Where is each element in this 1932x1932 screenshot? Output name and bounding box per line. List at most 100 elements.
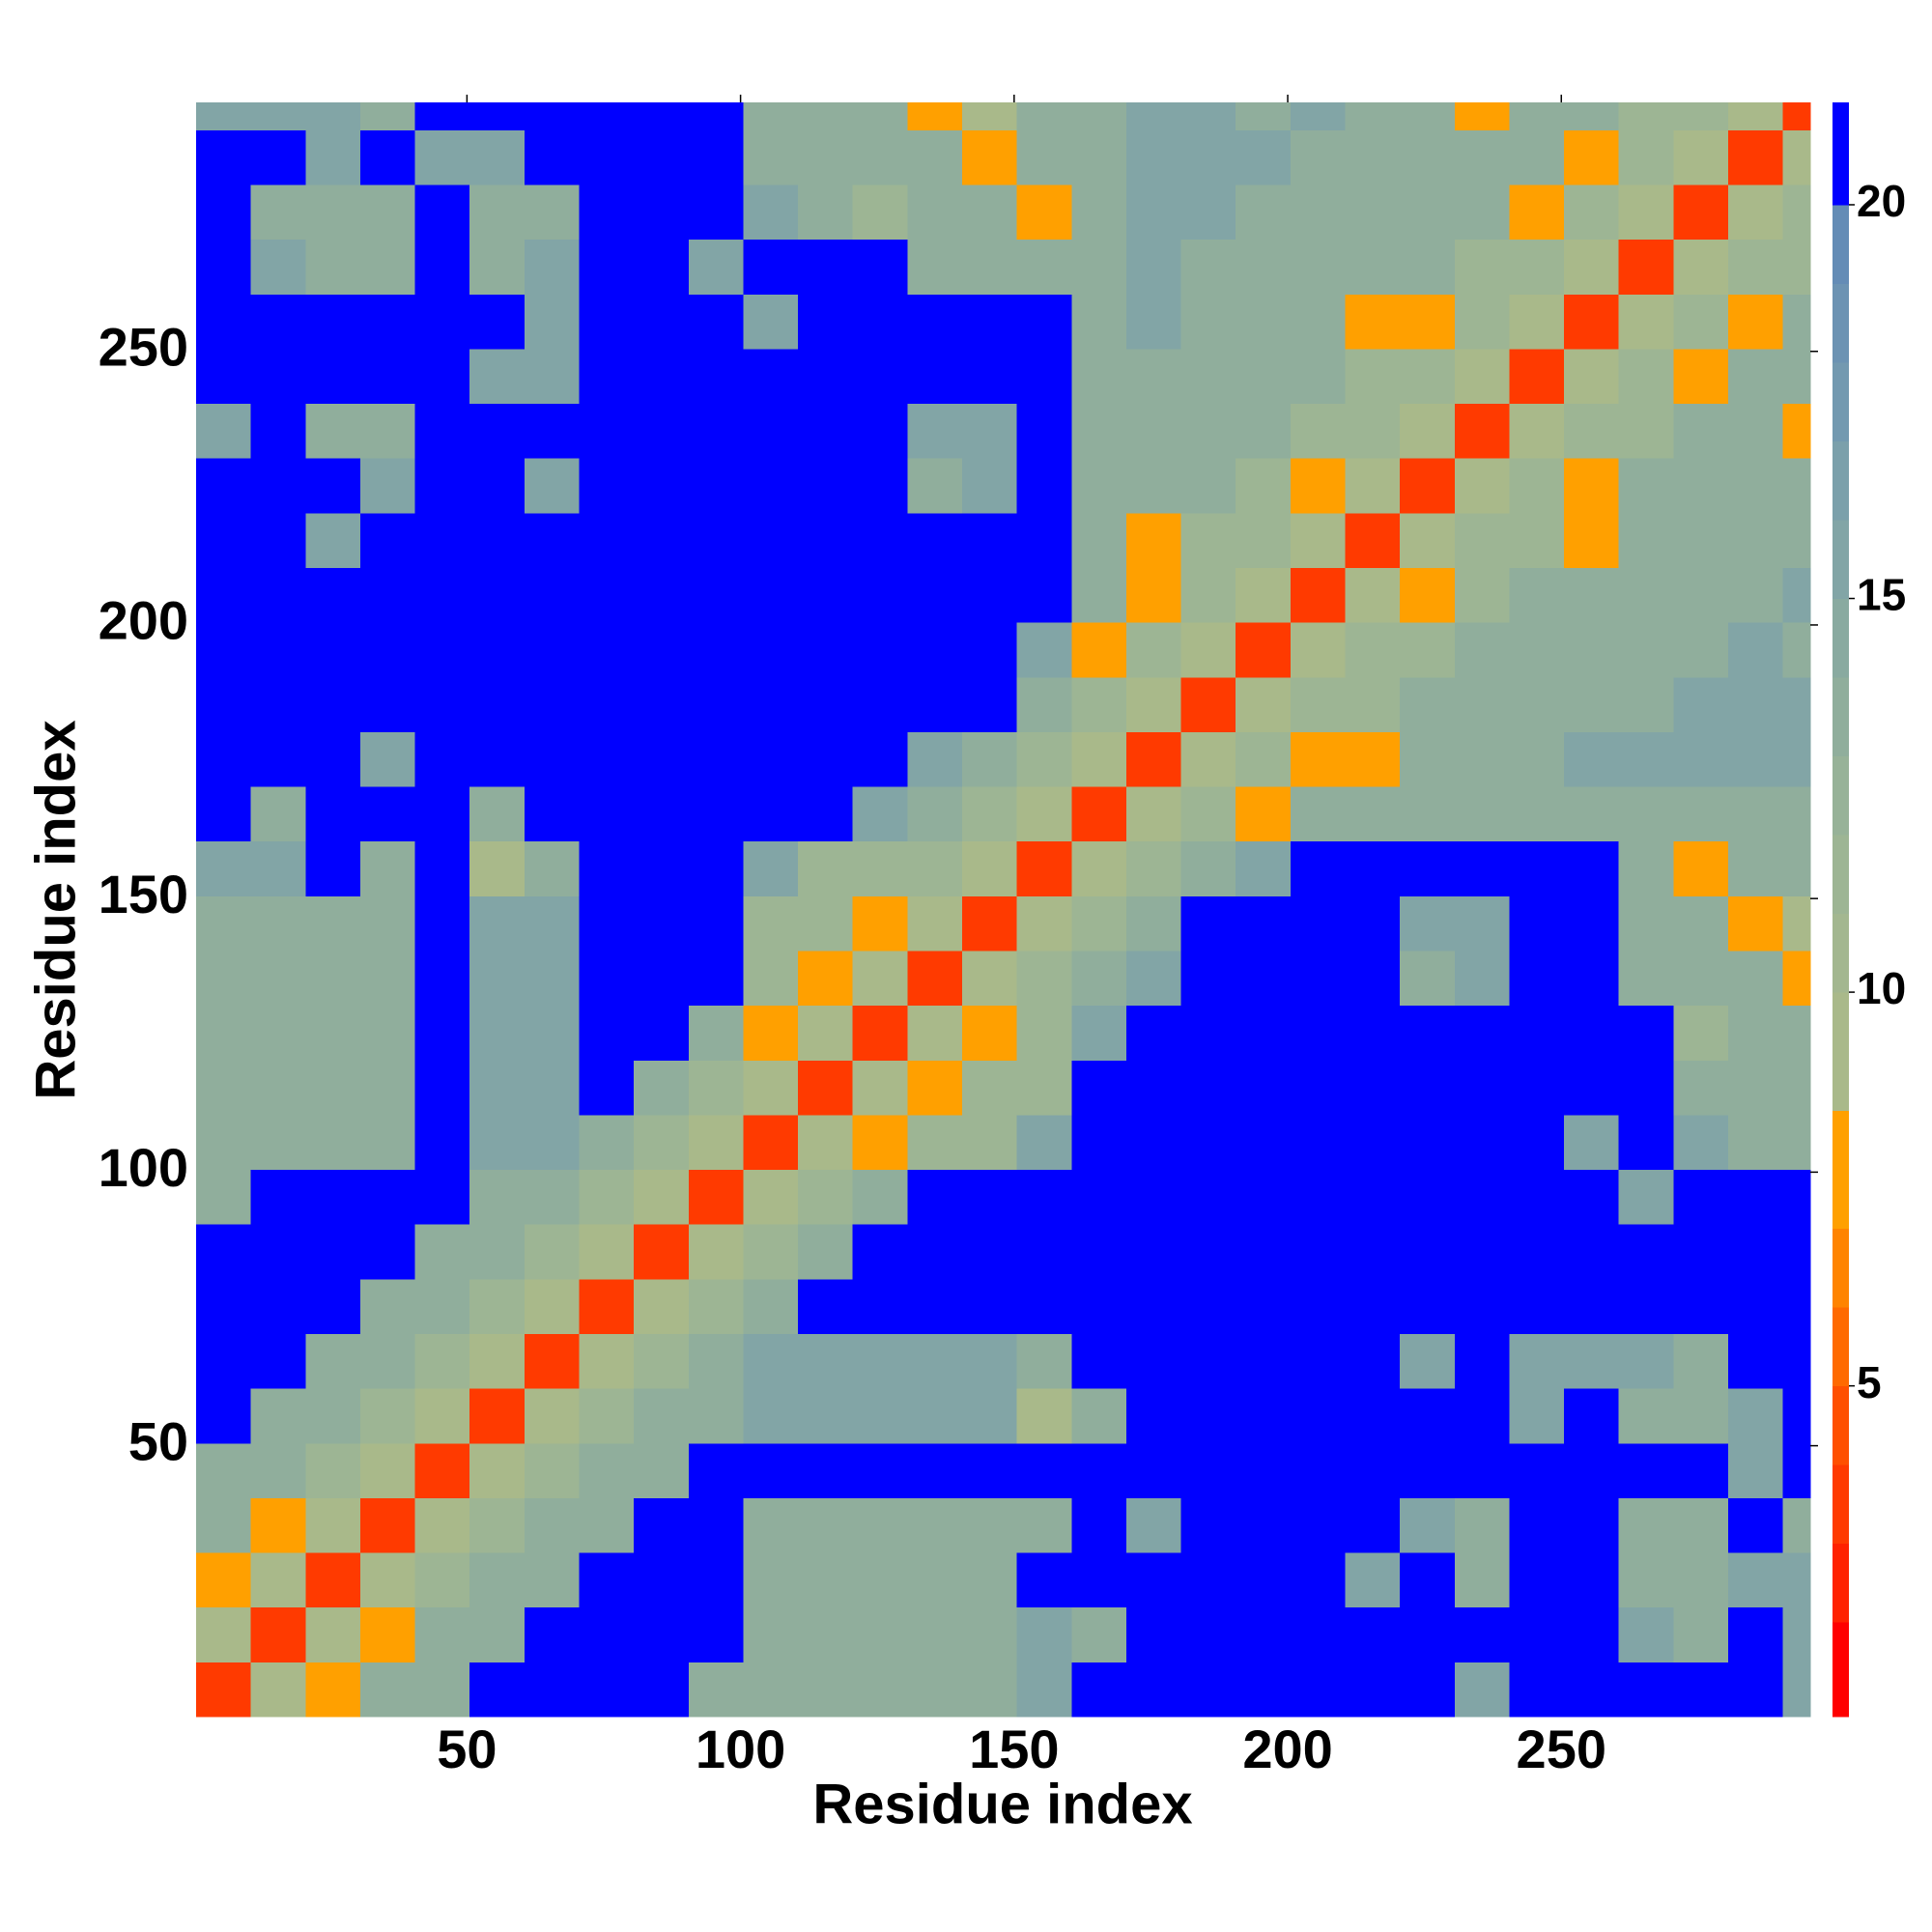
cell [1071,1497,1127,1553]
cell [1509,1278,1565,1334]
cell [798,1606,854,1662]
cell [524,512,581,568]
cell [1564,1442,1620,1498]
cell [1345,1333,1401,1389]
cell [634,512,690,568]
cell [1400,895,1456,952]
cell [1400,403,1456,459]
cell [1728,567,1784,623]
cell [798,1442,854,1498]
cell [634,1442,690,1498]
cell [852,1388,908,1444]
cell [1509,1606,1565,1662]
cell [250,622,306,678]
cell [907,786,963,842]
cell [579,731,635,787]
cell [1125,1224,1182,1280]
cell [524,950,581,1007]
cell [907,622,963,678]
cell [688,731,744,787]
cell [1618,294,1674,350]
cell [250,1606,306,1662]
cell [196,1224,252,1280]
cell [1236,676,1292,732]
cell [1782,184,1811,241]
cell [579,840,635,896]
cell [1618,184,1674,241]
cell [359,129,416,185]
cell [1016,1442,1072,1498]
cell [1782,102,1811,130]
cell [250,348,306,405]
cell [1236,294,1292,350]
cell [1016,1278,1072,1334]
cell [962,129,1018,185]
cell [1071,895,1127,952]
cell [1673,294,1729,350]
cell [743,1114,799,1171]
cell [1618,731,1674,787]
cell [1400,1169,1456,1225]
cell [1509,102,1565,130]
x-tick-label: 200 [1242,1719,1332,1779]
cell [359,676,416,732]
cell [250,1442,306,1498]
cell [1673,840,1729,896]
cell [962,294,1018,350]
cell [1236,1333,1292,1389]
cell [1071,458,1127,514]
cell [1454,1333,1510,1389]
cell [524,102,581,130]
cell [743,102,799,130]
cell [1782,567,1811,623]
cell [743,1169,799,1225]
cell [852,840,908,896]
cell [1728,403,1784,459]
cell [1509,840,1565,896]
cell [359,458,416,514]
cell [524,567,581,623]
cell [907,895,963,952]
cell [250,1388,306,1444]
cell [688,1060,744,1116]
cell [1016,512,1072,568]
cell [798,294,854,350]
cell [1454,294,1510,350]
cell [305,458,361,514]
cell [579,1224,635,1280]
cell [743,1497,799,1553]
cell [798,1333,854,1389]
cell [852,1114,908,1171]
cell [1454,239,1510,295]
cell [1180,1497,1236,1553]
cell [1180,1278,1236,1334]
cell [798,458,854,514]
cell [634,676,690,732]
cell [1125,676,1182,732]
cell [743,1388,799,1444]
cell [1345,786,1401,842]
cell [359,1005,416,1061]
cell [1454,184,1510,241]
cell [1290,129,1347,185]
cell [1728,895,1784,952]
cell [1509,950,1565,1007]
cell [469,1442,526,1498]
cell [196,1662,252,1718]
cell [907,512,963,568]
cell [907,1005,963,1061]
cell [743,676,799,732]
cell [1345,512,1401,568]
cell [1071,1552,1127,1608]
cell [743,239,799,295]
cell [250,840,306,896]
cell [1454,403,1510,459]
cell [1016,1169,1072,1225]
cell [1125,1278,1182,1334]
cell [196,1169,252,1225]
cell [1564,512,1620,568]
cell [1728,348,1784,405]
cell [688,676,744,732]
cell [1180,895,1236,952]
cell [1509,676,1565,732]
